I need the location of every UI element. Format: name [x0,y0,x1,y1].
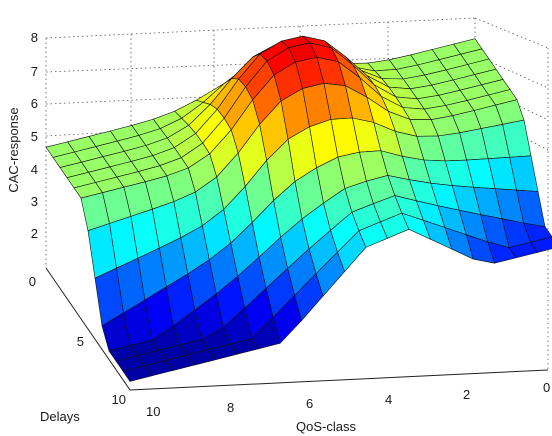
z-tick-label: 6 [31,96,38,111]
y-tick-label: 10 [112,392,126,407]
z-tick-label: 8 [31,30,38,45]
axes-floor [45,267,549,391]
x-tick-label: 4 [385,392,392,407]
y-tick-label: 0 [29,274,36,289]
y-tick-label: 5 [77,334,84,349]
surface-mesh [45,35,552,382]
surface-patch [122,365,152,382]
z-tick-label: 7 [31,64,38,79]
z-axis-title: CAC-response [6,107,21,192]
floor-front-edge [129,369,549,391]
z-tick-label: 4 [31,162,38,177]
z-tick-label: 5 [31,129,38,144]
z-tick-label: 3 [31,194,38,209]
x-tick-label: 6 [306,396,313,411]
x-tick-label: 10 [146,404,160,419]
floor-left-edge [45,267,131,391]
z-tick-label: 2 [31,226,38,241]
x-tick-label: 8 [227,400,234,415]
y-axis-title: Delays [40,409,80,424]
top-right-rim [474,17,549,49]
x-tick-label: 0 [543,380,550,395]
z-axis: 8 7 6 5 4 3 2 CAC-response [6,30,38,241]
x-axis: 10 8 6 4 2 0 QoS-class [146,380,550,434]
y-axis: 0 5 10 Delays [29,274,126,424]
x-axis-title: QoS-class [296,419,356,434]
top-back-rim [45,17,476,39]
x-tick-label: 2 [463,387,470,402]
